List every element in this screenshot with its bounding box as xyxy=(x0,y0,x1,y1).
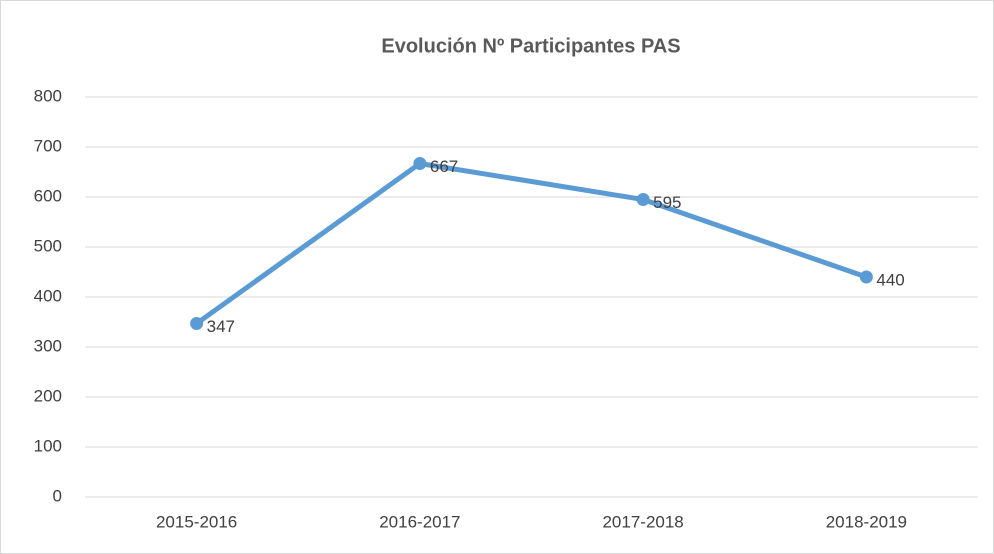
data-point xyxy=(190,317,204,330)
data-point xyxy=(859,270,873,284)
x-tick-label: 2017-2018 xyxy=(602,512,683,531)
x-tick-label: 2016-2017 xyxy=(379,512,460,531)
data-line xyxy=(195,161,868,326)
y-tick-label: 200 xyxy=(34,386,62,405)
data-label: 667 xyxy=(430,157,458,176)
data-point xyxy=(413,157,427,170)
y-tick-label: 100 xyxy=(34,436,62,455)
x-tick-label: 2015-2016 xyxy=(156,512,237,531)
y-tick-label: 0 xyxy=(53,486,62,505)
y-tick-label: 300 xyxy=(34,336,62,355)
x-tick-label: 2018-2019 xyxy=(826,512,907,531)
data-point xyxy=(636,193,650,206)
data-label: 440 xyxy=(876,270,904,289)
data-label: 347 xyxy=(207,317,235,336)
y-tick-label: 600 xyxy=(34,186,62,205)
y-tick-label: 700 xyxy=(34,136,62,155)
data-label: 595 xyxy=(653,193,681,212)
y-tick-label: 500 xyxy=(34,236,62,255)
y-tick-label: 400 xyxy=(34,286,62,305)
y-tick-label: 800 xyxy=(34,86,62,105)
chart-title: Evolución Nº Participantes PAS xyxy=(381,35,680,57)
